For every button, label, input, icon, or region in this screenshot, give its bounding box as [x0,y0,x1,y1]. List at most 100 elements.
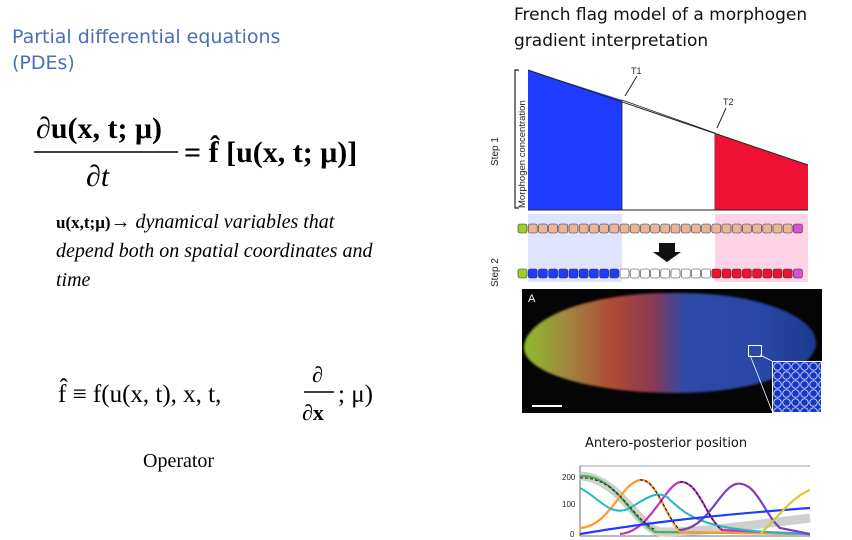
embryo-image: A [522,289,822,413]
equation-rhs: = f̂ [u(x, t; μ)] [184,135,357,169]
red-region [715,133,808,210]
step2-cell-row [517,268,803,279]
cyan-curve [579,487,811,535]
cell [762,268,773,279]
cell [731,268,742,279]
position-chart: 200 100 0 [562,465,811,539]
cell [721,268,732,279]
cell [538,268,548,279]
cell [772,268,783,279]
cell [629,268,640,279]
flag-model-title: French flag model of a morphogen gradien… [514,5,808,51]
threshold-t1: T1 [631,66,642,76]
cell [558,223,569,234]
cell [752,268,762,279]
embryo-body [524,293,816,393]
cell [548,223,558,234]
cell [578,223,589,234]
blue-curve [579,506,811,536]
dashed-fit [579,477,723,531]
green-curve [579,474,811,536]
cell [640,268,650,279]
pde-title: Partial differential equations (PDEs) [12,26,281,74]
cell [670,268,681,279]
operator-equation: f̂ ≡ f(u(x, t), x, t, ∂ ∂x ; μ) [58,362,373,425]
cell [568,223,579,234]
variable-symbol: u(x,t;μ) [56,213,111,232]
step1-cell-row [517,223,803,234]
zoom-lines [749,354,773,412]
operator-tail: ; μ) [338,381,373,408]
cell [589,223,599,234]
panel-label-a: A [528,293,536,305]
axis-bracket [514,69,519,209]
cell [762,223,773,234]
down-arrow [653,243,681,262]
blue-region [528,70,622,210]
cell [711,223,722,234]
cell [731,223,742,234]
step2-label: Step 2 [490,258,501,287]
step1-label: Step 1 [490,137,501,166]
position-chart-title: Antero-posterior position [585,436,748,451]
cell [527,268,538,279]
cell [660,223,671,234]
cell [680,223,691,234]
cell [650,223,660,234]
equation-numerator: ∂u(x, t; μ) [36,112,162,145]
threshold-t2: T2 [723,97,734,107]
cell [782,223,793,234]
cell [527,223,538,234]
operator-lhs: f̂ ≡ f(u(x, t), x, t, [58,378,221,408]
cell [568,268,579,279]
cell [742,268,752,279]
arrow-glyph: → [110,211,131,233]
zoom-inset [772,361,822,413]
white-region [621,99,716,211]
cell [701,268,711,279]
purple-curve [679,482,811,536]
cell [742,223,752,234]
cell [599,223,609,234]
y-tick-100: 100 [562,500,576,509]
cell [660,268,671,279]
cell [680,268,691,279]
cell [589,268,599,279]
gradient-top-line [527,69,809,166]
cell [640,223,650,234]
cell [517,268,528,279]
cell [599,268,609,279]
operator-label: Operator [143,450,215,472]
cell [578,268,589,279]
partial-denominator: ∂x [302,400,324,425]
cell [772,223,783,234]
cell [517,223,528,234]
cell [629,223,640,234]
cell [650,268,660,279]
yellow-curve [759,488,811,535]
cell [609,268,620,279]
cell [752,223,762,234]
y-tick-200: 200 [562,473,576,482]
cell [793,268,803,279]
pde-equation: ∂u(x, t; μ) ∂t = f̂ [u(x, t; μ)] [34,112,357,193]
cell [691,223,701,234]
cell [619,268,630,279]
cell [711,268,722,279]
cell [691,268,701,279]
cell [609,223,620,234]
cell [670,223,681,234]
cell [548,268,558,279]
zoom-box [748,345,762,357]
y-axis-label: Morphogen concentration [517,100,528,208]
cell [793,223,803,234]
cell [558,268,569,279]
cell [721,223,732,234]
cell [782,268,793,279]
t2-arrow [716,107,727,129]
variable-description: u(x,t;μ)→ dynamical variables that depen… [56,208,386,295]
cell [619,223,630,234]
scale-bar [532,405,562,407]
variable-description-text: dynamical variables that depend both on … [56,211,373,291]
t1-arrow [624,75,638,97]
